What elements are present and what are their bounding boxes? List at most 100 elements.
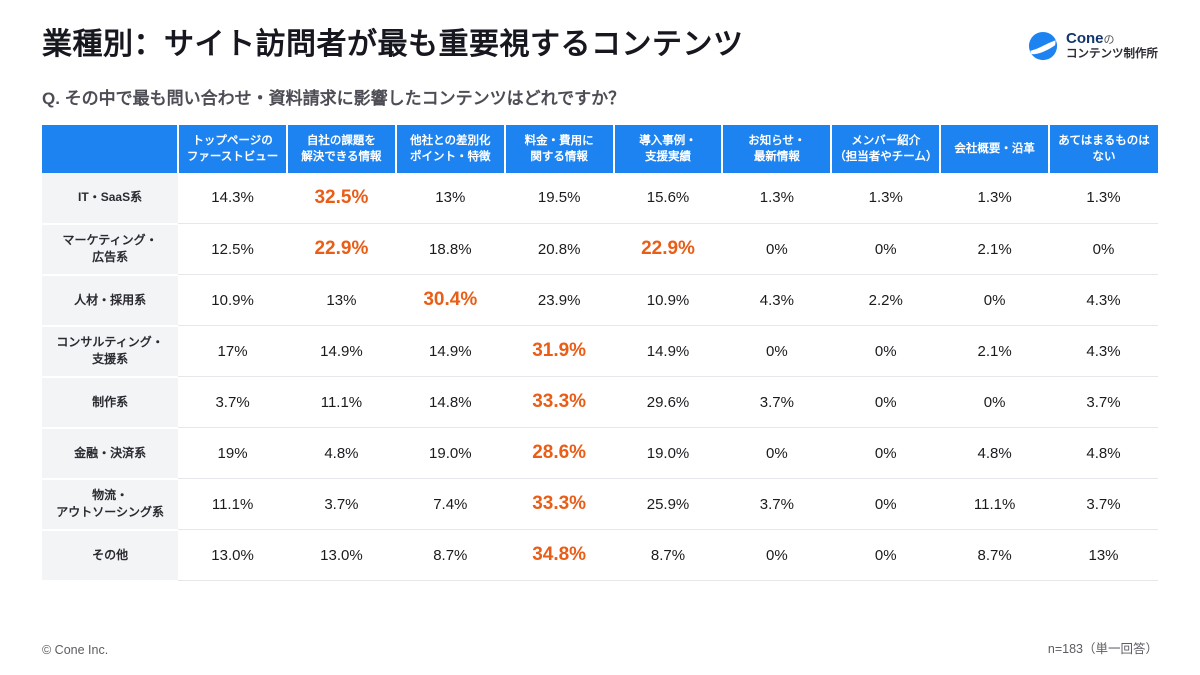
question-text: Q. その中で最も問い合わせ・資料請求に影響したコンテンツはどれですか？ (42, 88, 626, 108)
data-cell: 13% (287, 274, 396, 327)
data-cell: 32.5% (287, 172, 396, 225)
data-cell: 14.9% (287, 325, 396, 378)
data-cell: 4.3% (1049, 274, 1158, 327)
row-label: その他 (42, 529, 179, 582)
data-cell: 0% (722, 325, 832, 378)
logo-brand-name: Coneの (1066, 30, 1115, 47)
data-cell: 3.7% (722, 478, 832, 531)
table-row: その他 13.0% 13.0% 8.7% 34.8% 8.7% 0% 0% 8.7% 13% (42, 529, 1158, 582)
row-label: 金融・決済系 (42, 427, 179, 480)
data-cell: 14.8% (395, 376, 505, 429)
data-cell: 0% (722, 223, 832, 276)
page-title: 業種別：サイト訪問者が最も重要視するコンテンツ (42, 28, 744, 61)
data-cell: 20.8% (504, 223, 614, 276)
data-cell: 4.8% (1049, 427, 1158, 480)
data-cell: 0% (831, 376, 941, 429)
data-cell: 19.5% (504, 172, 614, 225)
data-cell: 14.3% (178, 172, 287, 225)
data-cell: 0% (831, 427, 941, 480)
data-cell: 8.7% (940, 529, 1050, 582)
column-header: 他社との差別化 ポイント・特徴 (394, 124, 505, 173)
table-row: コンサルティング・ 支援系 17% 14.9% 14.9% 31.9% 14.9% 0% 0%… (42, 325, 1158, 378)
copyright-text: © Cone Inc. (42, 643, 109, 657)
data-cell: 3.7% (722, 376, 832, 429)
data-cell: 2.1% (940, 223, 1050, 276)
data-cell: 3.7% (287, 478, 396, 531)
data-cell: 8.7% (395, 529, 505, 582)
row-label: IT・SaaS系 (42, 172, 179, 225)
data-cell: 0% (722, 427, 832, 480)
column-header: 料金・費用に 関する情報 (503, 124, 614, 173)
data-cell: 11.1% (287, 376, 396, 429)
data-cell: 7.4% (395, 478, 505, 531)
column-header: 自社の課題を 解決できる情報 (286, 124, 396, 173)
data-table-wrapper: トップページの ファーストビュー 自社の課題を 解決できる情報 他社との差別化 ポイ… (42, 124, 1158, 582)
table-row: 物流・ アウトソーシング系 11.1% 3.7% 7.4% 33.3% 25.9% 3.7%… (42, 478, 1158, 531)
data-cell: 0% (831, 223, 941, 276)
data-cell: 1.3% (831, 172, 941, 225)
column-header: お知らせ・ 最新情報 (721, 124, 832, 173)
data-cell: 25.9% (613, 478, 723, 531)
table-row: 人材・採用系 10.9% 13% 30.4% 23.9% 10.9% 4.3% 2.2% 0% 4… (42, 274, 1158, 327)
sample-size-note: n=183（単一回答） (1047, 642, 1158, 656)
data-cell: 30.4% (395, 274, 505, 327)
table-head: トップページの ファーストビュー 自社の課題を 解決できる情報 他社との差別化 ポイ… (42, 124, 1158, 173)
row-label: 物流・ アウトソーシング系 (42, 478, 179, 531)
data-cell: 11.1% (940, 478, 1050, 531)
data-cell: 22.9% (287, 223, 396, 276)
data-cell: 31.9% (504, 325, 614, 378)
data-cell: 1.3% (1049, 172, 1158, 225)
data-cell: 0% (831, 529, 941, 582)
table-body: IT・SaaS系 14.3% 32.5% 13% 19.5% 15.6% 1.3% 1.3% 1… (42, 172, 1158, 582)
data-cell: 29.6% (613, 376, 723, 429)
data-cell: 11.1% (178, 478, 287, 531)
column-header: メンバー紹介 （担当者やチーム） (830, 124, 941, 173)
data-cell: 3.7% (178, 376, 287, 429)
logo-subtitle: コンテンツ制作所 (1066, 48, 1158, 60)
table-head-row: トップページの ファーストビュー 自社の課題を 解決できる情報 他社との差別化 ポイ… (42, 124, 1158, 173)
data-cell: 10.9% (178, 274, 287, 327)
table-row: マーケティング・ 広告系 12.5% 22.9% 18.8% 20.8% 22.9% 0% 0… (42, 223, 1158, 276)
data-cell: 14.9% (395, 325, 505, 378)
data-cell: 0% (940, 274, 1050, 327)
data-cell: 13.0% (287, 529, 396, 582)
data-cell: 2.1% (940, 325, 1050, 378)
data-cell: 2.2% (831, 274, 941, 327)
data-cell: 19.0% (395, 427, 505, 480)
row-label: コンサルティング・ 支援系 (42, 325, 179, 378)
row-label: 人材・採用系 (42, 274, 179, 327)
table-row: 金融・決済系 19% 4.8% 19.0% 28.6% 19.0% 0% 0% 4.8% 4.8% (42, 427, 1158, 480)
data-cell: 13.0% (178, 529, 287, 582)
data-cell: 13% (1049, 529, 1158, 582)
data-cell: 23.9% (504, 274, 614, 327)
data-table: トップページの ファーストビュー 自社の課題を 解決できる情報 他社との差別化 ポイ… (42, 124, 1158, 582)
data-cell: 4.3% (722, 274, 832, 327)
data-cell: 1.3% (722, 172, 832, 225)
data-cell: 19% (178, 427, 287, 480)
data-cell: 0% (831, 478, 941, 531)
data-cell: 4.8% (287, 427, 396, 480)
data-cell: 3.7% (1049, 478, 1158, 531)
data-cell: 33.3% (504, 478, 614, 531)
data-cell: 1.3% (940, 172, 1050, 225)
data-cell: 28.6% (504, 427, 614, 480)
table-row: IT・SaaS系 14.3% 32.5% 13% 19.5% 15.6% 1.3% 1.3% 1… (42, 172, 1158, 225)
data-cell: 0% (831, 325, 941, 378)
data-cell: 8.7% (613, 529, 723, 582)
data-cell: 4.3% (1049, 325, 1158, 378)
top-bar: 業種別：サイト訪問者が最も重要視するコンテンツ Coneの コンテンツ制作所 (42, 26, 1158, 64)
data-cell: 15.6% (613, 172, 723, 225)
column-header: 会社概要・沿革 (939, 124, 1050, 173)
corner-cell (42, 124, 179, 173)
table-row: 制作系 3.7% 11.1% 14.8% 33.3% 29.6% 3.7% 0% 0% 3.7% (42, 376, 1158, 429)
data-cell: 12.5% (178, 223, 287, 276)
data-cell: 0% (1049, 223, 1158, 276)
data-cell: 0% (722, 529, 832, 582)
data-cell: 18.8% (395, 223, 505, 276)
data-cell: 19.0% (613, 427, 723, 480)
data-cell: 13% (395, 172, 505, 225)
data-cell: 0% (940, 376, 1050, 429)
column-header: トップページの ファーストビュー (177, 124, 287, 173)
data-cell: 3.7% (1049, 376, 1158, 429)
column-header: あてはまるものは ない (1048, 124, 1158, 173)
